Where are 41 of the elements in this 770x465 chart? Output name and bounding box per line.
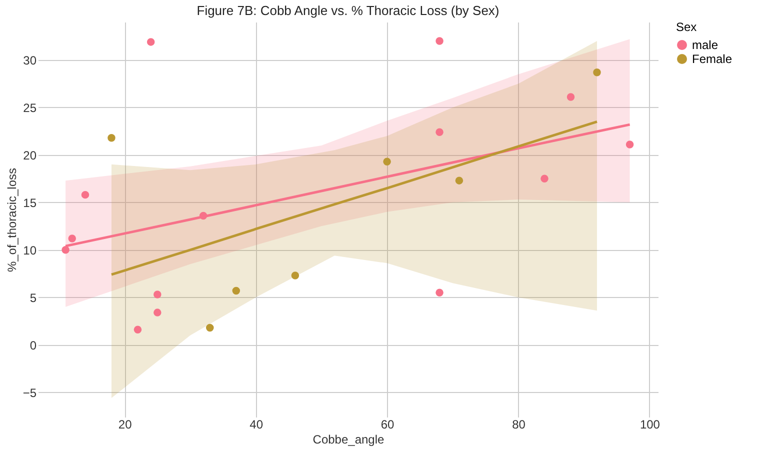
point [291, 272, 300, 280]
x-axis-title: Cobbe_angle [312, 432, 385, 446]
legend-title: Sex [676, 20, 697, 34]
point [68, 234, 76, 242]
y-axis-title: %_of_thoracic_loss [4, 168, 19, 272]
line-series [110, 120, 598, 276]
point [62, 246, 70, 254]
x-tick-label: 80 [512, 418, 526, 432]
point [199, 212, 208, 220]
point [81, 190, 90, 199]
point [626, 140, 634, 148]
y-tick-label: 10 [23, 243, 37, 258]
point [593, 68, 601, 76]
point [566, 93, 575, 101]
point [436, 288, 444, 296]
point [206, 324, 214, 332]
point [154, 308, 162, 316]
point [455, 176, 464, 184]
x-tick-label: 40 [250, 418, 264, 432]
y-tick-label: −5 [22, 386, 37, 400]
y-tick-label: 20 [23, 148, 37, 162]
point [540, 174, 548, 183]
x-tick-label: 20 [118, 418, 132, 432]
x-tick-label: 60 [380, 418, 395, 432]
point [134, 326, 142, 334]
point [108, 134, 116, 142]
y-tick-label: 15 [23, 196, 37, 210]
y-tick-label: 25 [23, 100, 37, 115]
y-tick-label: 0 [30, 338, 37, 352]
point [232, 286, 240, 295]
point [154, 290, 162, 298]
point [383, 158, 391, 166]
point [436, 128, 444, 136]
y-tick-label: 30 [23, 53, 37, 68]
legend-label: male [692, 38, 718, 52]
x-tick-label: 100 [640, 418, 660, 432]
point [436, 37, 444, 45]
y-tick-label: 5 [30, 290, 37, 305]
chart-title: Figure 7B: Cobb Angle vs. % Thoracic Loss (by Sex) [196, 3, 500, 18]
point [146, 38, 155, 46]
legend-label: Female [692, 52, 732, 66]
